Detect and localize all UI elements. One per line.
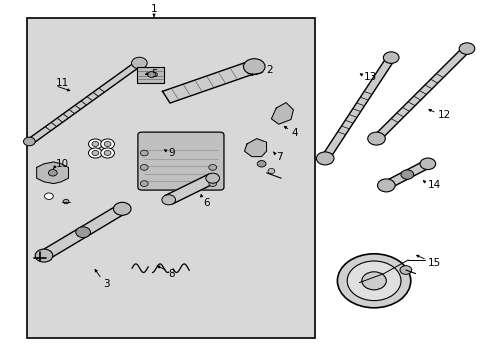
Circle shape xyxy=(88,148,102,158)
Circle shape xyxy=(243,59,264,75)
Circle shape xyxy=(205,173,219,183)
Text: 5: 5 xyxy=(151,69,158,79)
Polygon shape xyxy=(29,61,142,143)
Text: 2: 2 xyxy=(266,65,273,75)
Circle shape xyxy=(104,150,111,156)
Circle shape xyxy=(101,148,114,158)
Circle shape xyxy=(208,181,216,186)
Circle shape xyxy=(140,150,148,156)
Text: 7: 7 xyxy=(276,152,283,162)
Bar xyxy=(27,18,315,338)
Circle shape xyxy=(140,181,148,186)
FancyBboxPatch shape xyxy=(138,132,224,190)
Circle shape xyxy=(92,141,99,147)
Circle shape xyxy=(361,272,386,290)
Circle shape xyxy=(367,132,385,145)
Circle shape xyxy=(23,137,35,146)
Circle shape xyxy=(346,261,400,301)
Circle shape xyxy=(208,165,216,170)
Polygon shape xyxy=(244,139,266,157)
Circle shape xyxy=(63,199,69,204)
Circle shape xyxy=(458,43,474,54)
Circle shape xyxy=(147,72,155,77)
Polygon shape xyxy=(321,56,394,160)
Circle shape xyxy=(88,139,102,149)
Circle shape xyxy=(48,170,57,176)
Circle shape xyxy=(316,152,333,165)
Polygon shape xyxy=(37,162,68,184)
Polygon shape xyxy=(40,205,126,260)
Circle shape xyxy=(267,168,274,174)
Polygon shape xyxy=(162,61,258,103)
Text: 3: 3 xyxy=(102,279,109,289)
Bar xyxy=(137,67,163,83)
Polygon shape xyxy=(164,174,216,204)
Circle shape xyxy=(92,150,99,156)
Circle shape xyxy=(383,52,398,63)
Text: 8: 8 xyxy=(168,269,175,279)
Circle shape xyxy=(377,179,394,192)
Polygon shape xyxy=(271,103,293,124)
Circle shape xyxy=(44,193,53,199)
Text: 15: 15 xyxy=(427,258,440,268)
Circle shape xyxy=(104,141,111,147)
Polygon shape xyxy=(383,161,430,189)
Circle shape xyxy=(337,254,410,308)
Text: 12: 12 xyxy=(437,110,450,120)
Text: 6: 6 xyxy=(203,198,209,208)
Polygon shape xyxy=(372,47,469,140)
Text: 14: 14 xyxy=(427,180,440,190)
Circle shape xyxy=(35,249,53,262)
Circle shape xyxy=(257,161,265,167)
Text: 9: 9 xyxy=(168,148,175,158)
Circle shape xyxy=(101,139,114,149)
Text: 1: 1 xyxy=(150,4,157,14)
Text: 13: 13 xyxy=(364,72,377,82)
Circle shape xyxy=(399,266,411,274)
Text: 11: 11 xyxy=(56,78,69,88)
Circle shape xyxy=(140,165,148,170)
Circle shape xyxy=(113,202,131,215)
Text: 10: 10 xyxy=(56,159,69,169)
Circle shape xyxy=(76,227,90,238)
Circle shape xyxy=(400,170,413,179)
Circle shape xyxy=(162,195,175,205)
Circle shape xyxy=(131,57,147,69)
Circle shape xyxy=(419,158,435,170)
Text: 4: 4 xyxy=(290,128,297,138)
